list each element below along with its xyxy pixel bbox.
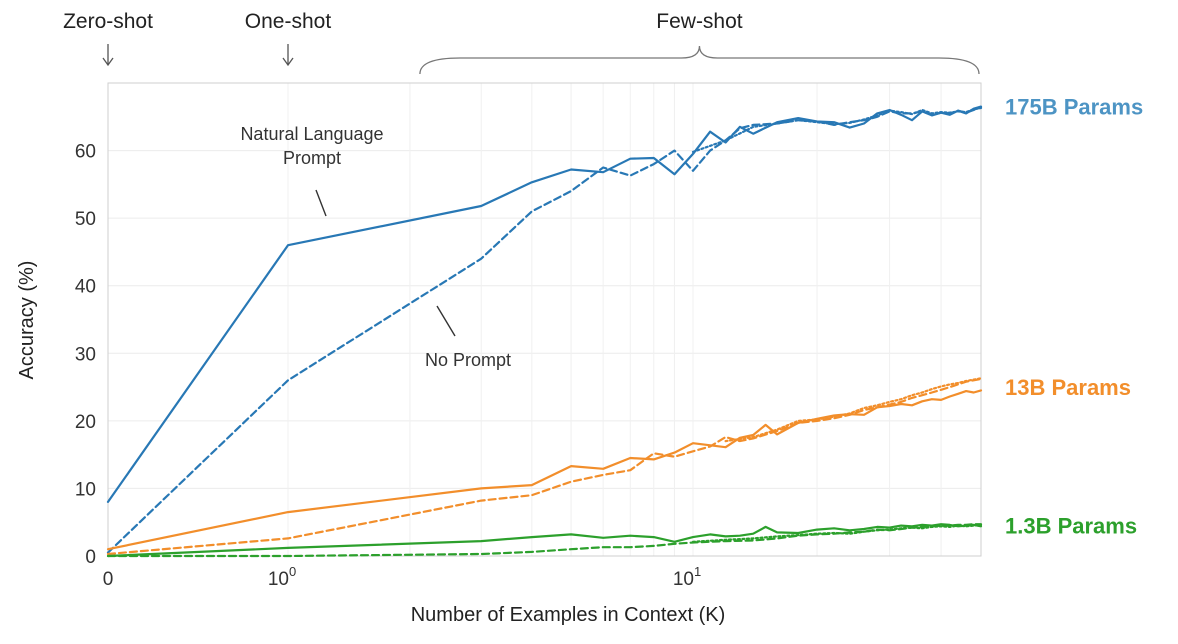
x-axis: 0 100 101: [103, 564, 701, 590]
y-tick-label: 0: [85, 547, 96, 568]
series-line-175b-params-dashed: [106, 106, 983, 554]
annotation-text: Natural Language Prompt: [240, 124, 383, 168]
x-tick-exponent: 0: [289, 564, 296, 579]
series-label: 13B Params: [1005, 375, 1131, 400]
annotation-text: No Prompt: [425, 350, 511, 370]
series-line-13b-params-dotted: [724, 377, 983, 443]
x-tick-label: 100: [268, 564, 296, 590]
y-axis-title: Accuracy (%): [16, 261, 38, 380]
region-markers: Zero-shot One-shot Few-shot: [63, 10, 980, 75]
annotation-line: Natural Language: [240, 124, 383, 144]
y-tick-label: 30: [75, 344, 96, 365]
plot-border: [107, 82, 982, 557]
y-tick-label: 20: [75, 412, 96, 433]
annotation-line: Prompt: [283, 148, 341, 168]
annotations: Natural Language Prompt No Prompt: [240, 124, 511, 370]
x-tick-label: 101: [673, 564, 701, 590]
series-line-1-3b-params-dashed: [106, 523, 983, 558]
series-layer: [106, 105, 983, 558]
series-line-1-3b-params-solid: [106, 523, 983, 558]
series-line-1-3b-params-dotted: [691, 523, 983, 543]
series-label: 175B Params: [1005, 95, 1143, 120]
series-line-175b-params-dotted: [691, 106, 983, 153]
region-label: One-shot: [245, 10, 332, 33]
series-label: 1.3B Params: [1005, 514, 1137, 539]
y-tick-label: 60: [75, 142, 96, 163]
x-axis-title: Number of Examples in Context (K): [411, 604, 726, 626]
grid-lines: [108, 83, 982, 556]
y-tick-label: 40: [75, 277, 96, 298]
annotation-pointer: [436, 305, 456, 337]
series-line-13b-params-dashed: [106, 377, 983, 556]
series-labels: 175B Params 13B Params 1.3B Params: [1005, 95, 1143, 539]
region-brace: [419, 45, 980, 75]
y-tick-label: 10: [75, 479, 96, 500]
x-tick-exponent: 1: [694, 564, 701, 579]
region-arrow-head: [282, 57, 294, 67]
annotation-pointer: [315, 189, 327, 217]
plot-frame: [107, 82, 982, 557]
y-axis: 0 10 20 30 40 50 60: [75, 142, 96, 568]
series-line-175b-params-solid: [106, 105, 983, 503]
region-label: Zero-shot: [63, 10, 153, 33]
x-tick-label: 0: [103, 569, 114, 590]
y-tick-label: 50: [75, 209, 96, 230]
annotation-line: No Prompt: [425, 350, 511, 370]
region-arrow-head: [102, 57, 114, 67]
region-label: Few-shot: [656, 10, 743, 33]
